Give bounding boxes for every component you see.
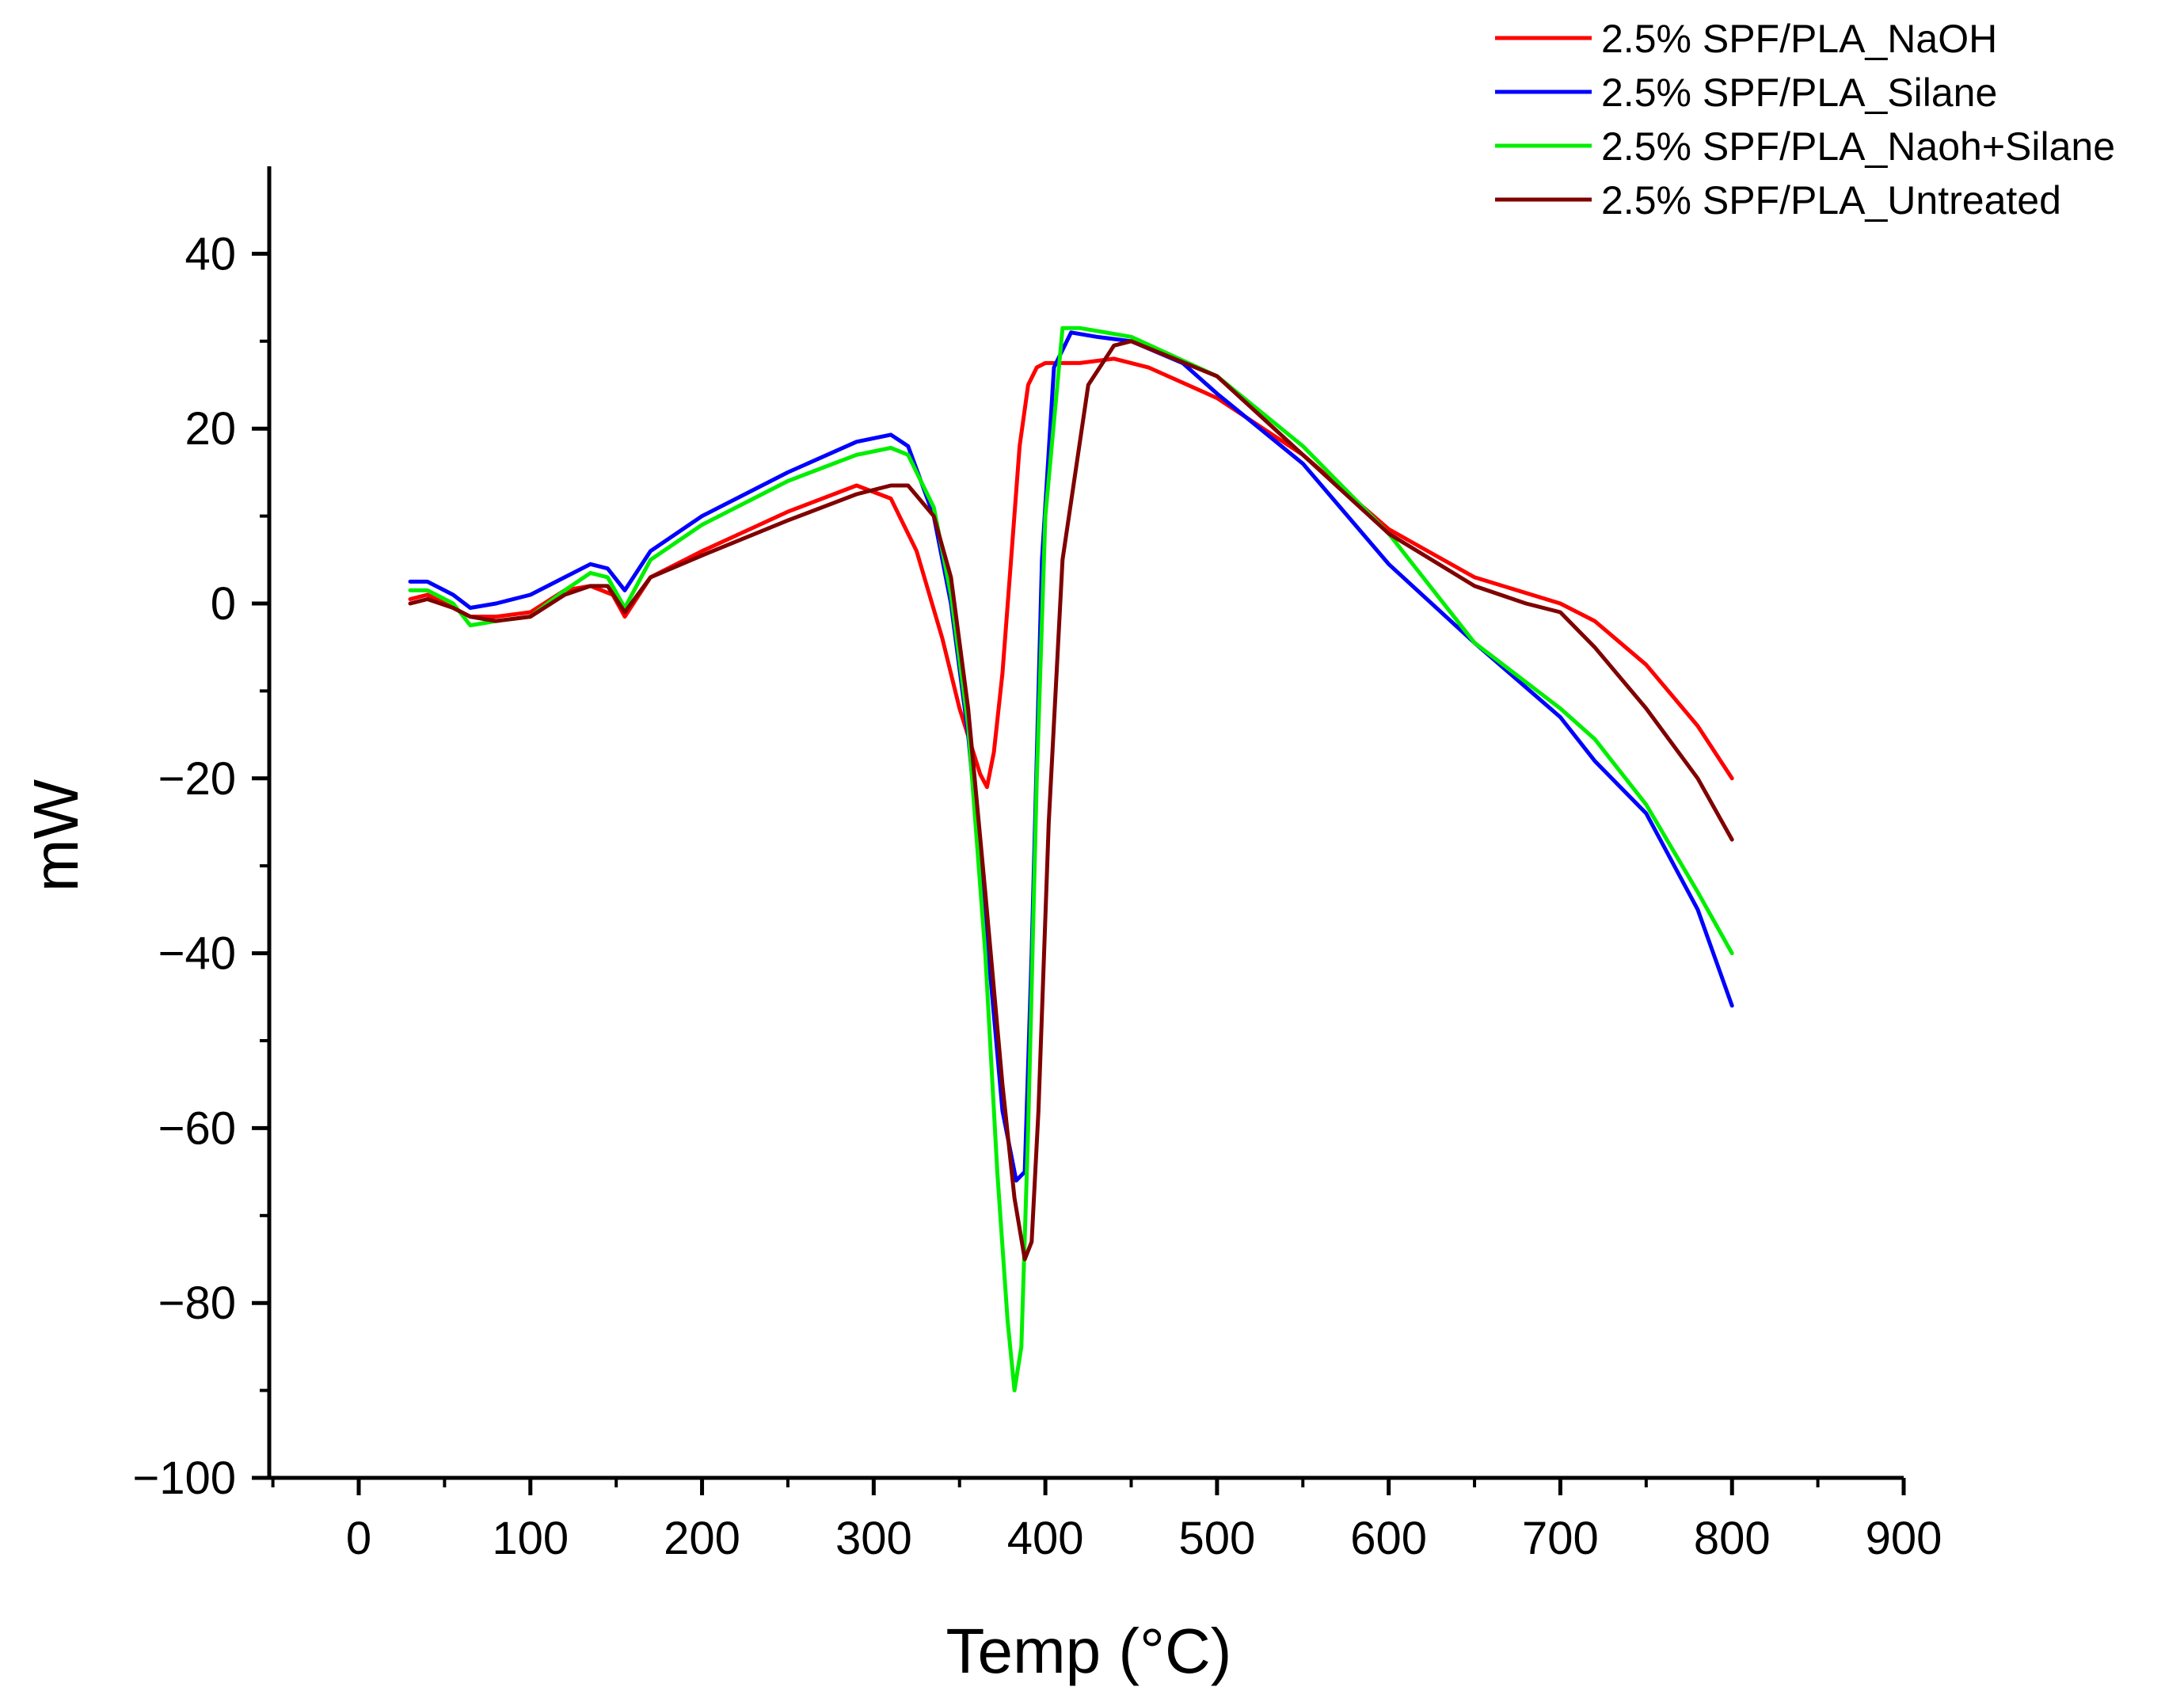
y-tick-label: 40 [185, 228, 236, 280]
x-tick-label: 700 [1522, 1513, 1599, 1564]
x-tick-label: 600 [1350, 1513, 1427, 1564]
legend-label: 2.5% SPF/PLA_Naoh+Silane [1601, 124, 2115, 169]
series-line-2 [408, 330, 1734, 1183]
x-tick-label: 900 [1866, 1513, 1942, 1564]
plot-area: −100 −80 −60 −40 −20 0 20 40 0 100 200 300 400 500 60… [132, 166, 1942, 1564]
x-tick-label: 200 [664, 1513, 740, 1564]
series-line-4 [408, 339, 1734, 1262]
y-tick-label: −100 [132, 1453, 236, 1504]
x-tick-label: 100 [492, 1513, 569, 1564]
x-tick-label: 0 [346, 1513, 371, 1564]
y-tick-label: 20 [185, 403, 236, 455]
x-tick-label: 400 [1007, 1513, 1084, 1564]
legend-label: 2.5% SPF/PLA_NaOH [1601, 17, 1997, 61]
series-layer [408, 326, 1734, 1393]
y-tick-label: −60 [158, 1102, 236, 1154]
y-axis-title: mW [21, 779, 91, 892]
series-line-3 [408, 326, 1734, 1393]
legend-label: 2.5% SPF/PLA_Silane [1601, 70, 1997, 115]
y-tick-label: −80 [158, 1277, 236, 1329]
x-axis-ticks: 0 100 200 300 400 500 600 700 800 900 [271, 1478, 1942, 1564]
x-tick-label: 500 [1178, 1513, 1255, 1564]
x-tick-label: 300 [835, 1513, 912, 1564]
y-axis-ticks: −100 −80 −60 −40 −20 0 20 40 [132, 228, 269, 1504]
y-tick-label: −40 [158, 928, 236, 980]
legend-label: 2.5% SPF/PLA_Untreated [1601, 178, 2061, 223]
y-tick-label: −20 [158, 753, 236, 805]
x-tick-label: 800 [1694, 1513, 1771, 1564]
x-axis-title: Temp (°C) [946, 1616, 1232, 1686]
y-tick-label: 0 [211, 578, 236, 630]
legend: 2.5% SPF/PLA_NaOH 2.5% SPF/PLA_Silane 2.5%… [1495, 17, 2115, 223]
series-line-1 [408, 356, 1734, 790]
